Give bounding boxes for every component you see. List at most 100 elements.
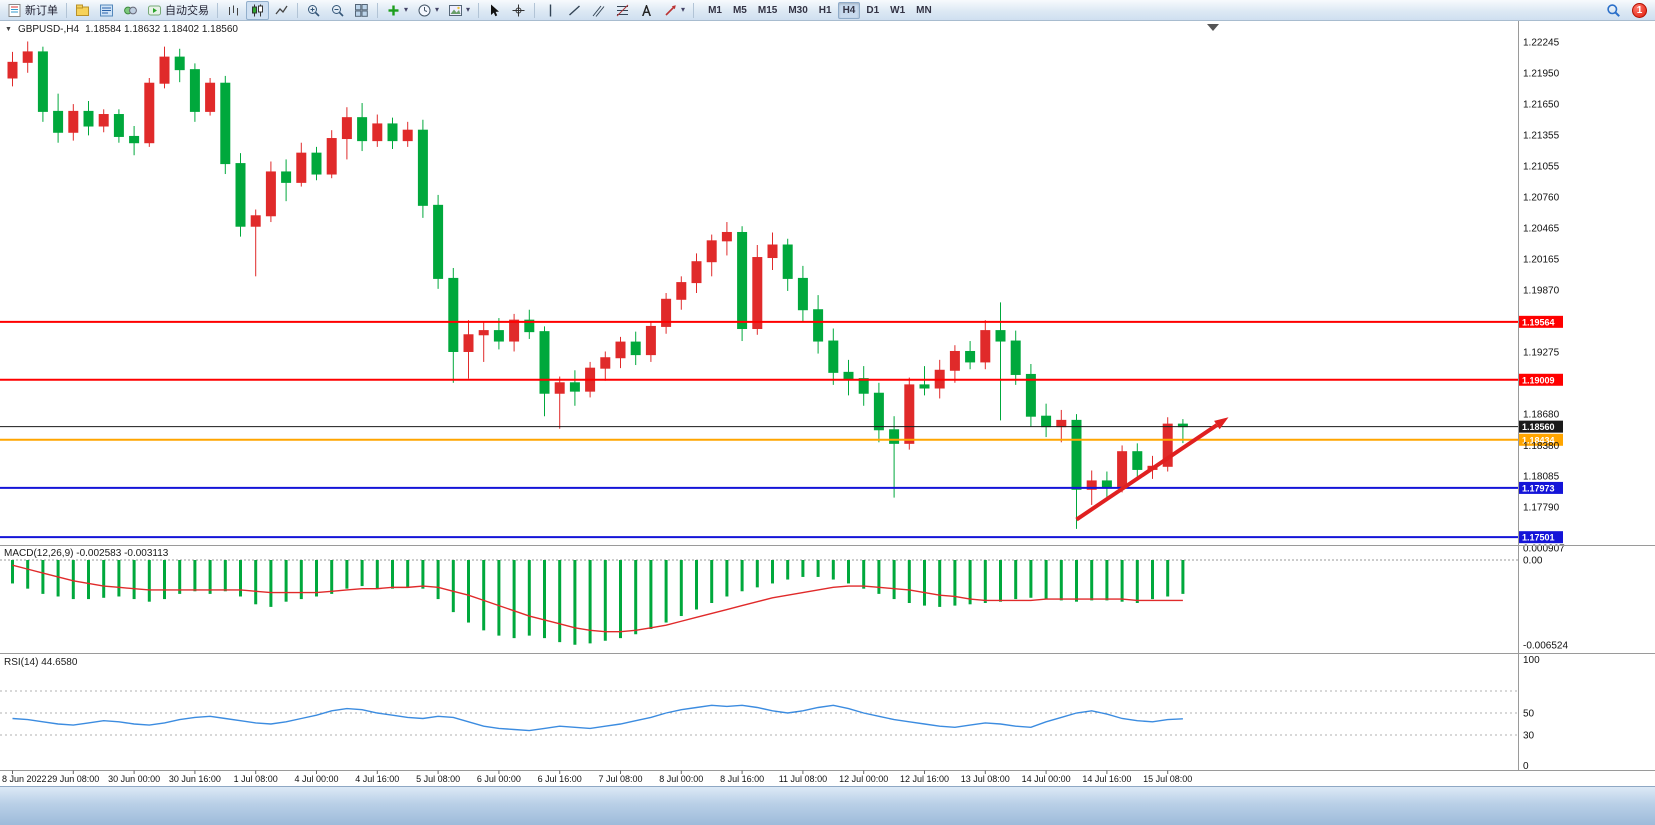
timeframe-mn-button[interactable]: MN xyxy=(916,4,932,16)
profiles-icon xyxy=(76,4,89,16)
timeframe-h1-button[interactable]: H1 xyxy=(818,4,832,16)
crosshair-button[interactable] xyxy=(507,1,530,20)
navigator-button[interactable] xyxy=(119,1,142,20)
svg-text:1.18085: 1.18085 xyxy=(1523,472,1560,483)
trendline-button[interactable] xyxy=(563,1,586,20)
timeframe-buttons: M1 M5 M15 M30 H1 H4 D1 W1 MN xyxy=(703,1,937,19)
svg-text:12 Jul 16:00: 12 Jul 16:00 xyxy=(900,774,949,784)
svg-text:0: 0 xyxy=(1523,761,1529,772)
price-line-badge xyxy=(1519,315,1563,328)
timeframe-m15-button[interactable]: M15 xyxy=(757,4,778,16)
profiles-button[interactable] xyxy=(71,1,94,20)
svg-text:30: 30 xyxy=(1523,731,1535,742)
horizontal-lines[interactable]: 1.19564 1.19009 1.18560 1.18434 1.17973 1.175… xyxy=(0,315,1563,544)
toolbar-separator xyxy=(478,2,480,18)
svg-text:1.20465: 1.20465 xyxy=(1523,223,1560,234)
cursor-button[interactable] xyxy=(483,1,506,20)
svg-text:1.18434: 1.18434 xyxy=(1522,435,1555,445)
svg-text:1.18380: 1.18380 xyxy=(1523,441,1560,452)
svg-text:4 Jul 16:00: 4 Jul 16:00 xyxy=(355,774,399,784)
equidistant-channel-button[interactable] xyxy=(587,1,610,20)
search-button[interactable] xyxy=(1602,1,1625,20)
timeframe-m5-button[interactable]: M5 xyxy=(732,4,747,16)
text-icon xyxy=(642,4,652,16)
fibo-icon xyxy=(616,4,629,16)
svg-text:8 Jun 2022: 8 Jun 2022 xyxy=(2,774,47,784)
zoom-out-button[interactable] xyxy=(326,1,349,20)
svg-text:6 Jul 00:00: 6 Jul 00:00 xyxy=(477,774,521,784)
rsi-line xyxy=(12,704,1183,732)
zoom-out-icon xyxy=(332,4,344,17)
bar-chart-button[interactable] xyxy=(222,1,245,20)
price-axis: 1.22245 1.21950 1.21650 1.21355 1.21055 1.207… xyxy=(1523,37,1560,513)
time-axis: 8 Jun 2022 29 Jun 08:00 30 Jun 00:00 30 Jun… xyxy=(2,770,1192,784)
ohlc-values: 1.18584 1.18632 1.18402 1.18560 xyxy=(85,24,238,35)
svg-text:1.19009: 1.19009 xyxy=(1522,375,1555,385)
chart-header: ▼ GBPUSD-,H4 1.18584 1.18632 1.18402 1.1… xyxy=(5,24,238,35)
new-order-label: 新订单 xyxy=(25,5,58,17)
templates-button[interactable]: ▾ xyxy=(444,1,474,20)
zoom-in-button[interactable] xyxy=(302,1,325,20)
text-tool-button[interactable] xyxy=(635,1,658,20)
svg-text:1.18680: 1.18680 xyxy=(1523,410,1560,421)
search-icon xyxy=(1607,3,1620,17)
svg-text:1.17790: 1.17790 xyxy=(1523,503,1560,514)
line-chart-button[interactable] xyxy=(270,1,293,20)
timeframe-h4-button[interactable]: H4 xyxy=(837,1,861,19)
svg-text:1.21355: 1.21355 xyxy=(1523,130,1560,141)
vertical-line-button[interactable] xyxy=(539,1,562,20)
svg-text:8 Jul 00:00: 8 Jul 00:00 xyxy=(659,774,703,784)
svg-text:-0.006524: -0.006524 xyxy=(1523,641,1568,652)
market-watch-button[interactable] xyxy=(95,1,118,20)
fibonacci-button[interactable] xyxy=(611,1,634,20)
trend-arrow[interactable] xyxy=(1075,417,1229,522)
window-bottom-strip xyxy=(0,786,1655,825)
symbol-timeframe-label: GBPUSD-,H4 xyxy=(17,24,80,35)
toolbar-separator xyxy=(66,2,67,18)
chart-shift-marker xyxy=(1207,24,1219,31)
rsi-label: RSI(14) 44.6580 xyxy=(4,657,78,668)
chart-window[interactable]: 1.19564 1.19009 1.18560 1.18434 1.17973 1.175… xyxy=(0,21,1655,786)
svg-text:11 Jul 08:00: 11 Jul 08:00 xyxy=(779,774,827,784)
svg-text:29 Jun 08:00: 29 Jun 08:00 xyxy=(47,774,99,784)
candlestick-chart-button[interactable] xyxy=(246,0,269,20)
svg-text:100: 100 xyxy=(1523,655,1540,666)
svg-text:1.20760: 1.20760 xyxy=(1523,192,1560,203)
indicators-button[interactable]: ▾ xyxy=(382,1,412,20)
svg-text:15 Jul 08:00: 15 Jul 08:00 xyxy=(1143,774,1192,784)
tile-windows-button[interactable] xyxy=(350,1,373,20)
svg-text:1 Jul 08:00: 1 Jul 08:00 xyxy=(234,774,278,784)
timeframe-m30-button[interactable]: M30 xyxy=(788,4,808,16)
trendline-icon xyxy=(569,4,581,16)
periods-icon xyxy=(418,4,431,16)
timeframe-w1-button[interactable]: W1 xyxy=(890,4,906,16)
svg-text:1.17501: 1.17501 xyxy=(1522,533,1555,543)
cursor-icon xyxy=(491,4,500,16)
macd-label: MACD(12,26,9) -0.002583 -0.003113 xyxy=(4,548,169,559)
toolbar-right: 1 xyxy=(1602,1,1652,20)
auto-trading-button[interactable]: 自动交易 xyxy=(143,1,213,20)
candles-icon xyxy=(252,4,263,16)
arrows-tool-button[interactable]: ▾ xyxy=(659,1,689,20)
notification-badge[interactable]: 1 xyxy=(1632,2,1647,18)
toolbar: 新订单 自动交易 ▾ ▾ ▾ ▾ M1 M5 M15 M30 H1 H4 D1 W1 MN 1 xyxy=(0,0,1655,21)
navigator-icon xyxy=(124,6,137,14)
svg-text:1.20165: 1.20165 xyxy=(1523,255,1560,266)
timeframe-d1-button[interactable]: D1 xyxy=(866,4,880,16)
price-line-badge xyxy=(1519,433,1563,446)
periods-button[interactable]: ▾ xyxy=(413,1,443,20)
svg-text:1.21055: 1.21055 xyxy=(1523,162,1560,173)
svg-text:1.21950: 1.21950 xyxy=(1523,68,1560,79)
svg-text:0.000907: 0.000907 xyxy=(1523,544,1565,555)
new-order-button[interactable]: 新订单 xyxy=(3,1,62,20)
timeframe-m1-button[interactable]: M1 xyxy=(708,4,722,16)
svg-text:1.18560: 1.18560 xyxy=(1522,422,1555,432)
market-watch-icon xyxy=(100,4,113,16)
rsi-panel: 100 50 30 0 xyxy=(0,655,1540,772)
tile-windows-icon xyxy=(355,3,368,17)
price-line-badge xyxy=(1519,481,1563,494)
autotrading-icon xyxy=(148,5,161,15)
auto-trading-label: 自动交易 xyxy=(165,5,209,17)
